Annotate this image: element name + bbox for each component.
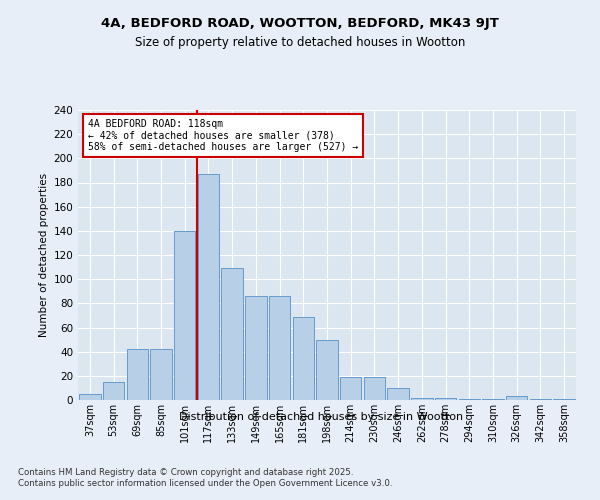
Bar: [269, 296, 290, 400]
Bar: [340, 377, 361, 400]
Text: Distribution of detached houses by size in Wootton: Distribution of detached houses by size …: [179, 412, 463, 422]
Bar: [221, 268, 243, 400]
Bar: [458, 399, 480, 400]
Text: Contains HM Land Registry data © Crown copyright and database right 2025.
Contai: Contains HM Land Registry data © Crown c…: [18, 468, 392, 487]
Bar: [293, 316, 314, 400]
Bar: [435, 398, 456, 400]
Bar: [482, 399, 503, 400]
Text: 4A, BEDFORD ROAD, WOOTTON, BEDFORD, MK43 9JT: 4A, BEDFORD ROAD, WOOTTON, BEDFORD, MK43…: [101, 18, 499, 30]
Bar: [174, 231, 196, 400]
Text: 4A BEDFORD ROAD: 118sqm
← 42% of detached houses are smaller (378)
58% of semi-d: 4A BEDFORD ROAD: 118sqm ← 42% of detache…: [88, 118, 358, 152]
Bar: [316, 340, 338, 400]
Bar: [245, 296, 266, 400]
Bar: [411, 398, 433, 400]
Bar: [553, 399, 575, 400]
Bar: [506, 396, 527, 400]
Bar: [79, 394, 101, 400]
Bar: [151, 349, 172, 400]
Bar: [127, 349, 148, 400]
Bar: [198, 174, 219, 400]
Bar: [103, 382, 124, 400]
Y-axis label: Number of detached properties: Number of detached properties: [39, 173, 49, 337]
Bar: [530, 399, 551, 400]
Bar: [388, 388, 409, 400]
Bar: [364, 377, 385, 400]
Text: Size of property relative to detached houses in Wootton: Size of property relative to detached ho…: [135, 36, 465, 49]
